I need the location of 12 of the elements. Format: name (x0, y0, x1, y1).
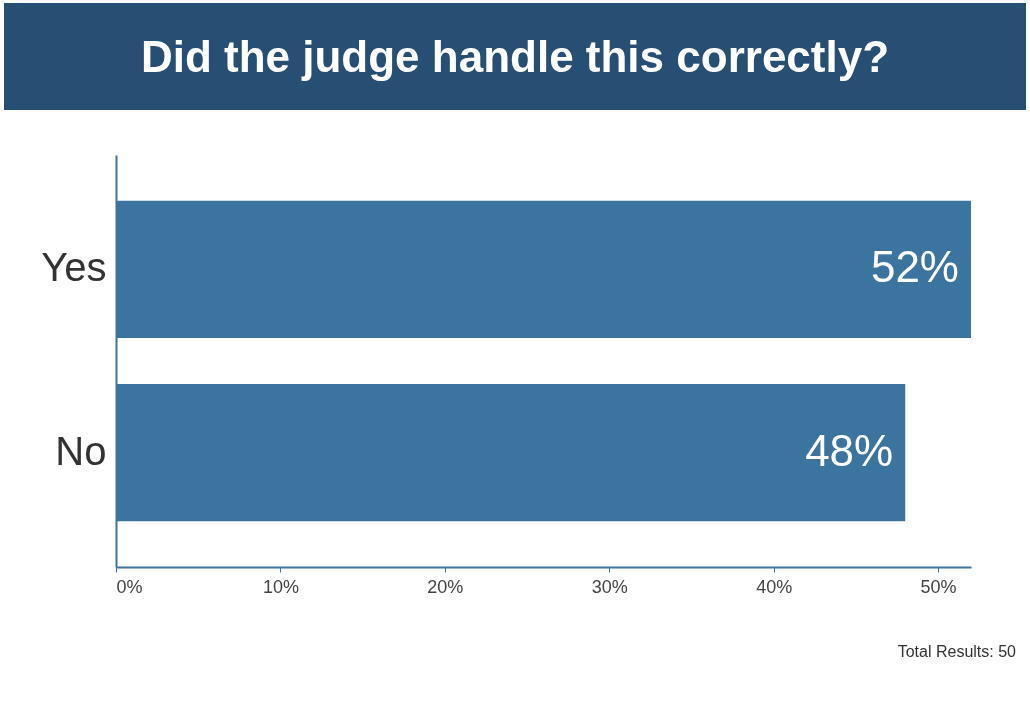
y-tick-label: No (55, 428, 107, 473)
text: Total Results: 50 (897, 643, 1016, 661)
x-tick-label: 30% (591, 576, 628, 597)
data-label: 48% (805, 425, 894, 475)
y-tick-label: Yes (41, 245, 107, 290)
data-label: 52% (870, 242, 959, 292)
chart-title: Did the judge handle this correctly? (4, 3, 1026, 110)
x-tick-label: 10% (262, 576, 299, 597)
x-tick-label: 20% (427, 576, 464, 597)
x-tick-label: 40% (756, 576, 793, 597)
x-tick-label: 50% (920, 576, 957, 597)
x-tick-label: 0% (116, 576, 143, 597)
